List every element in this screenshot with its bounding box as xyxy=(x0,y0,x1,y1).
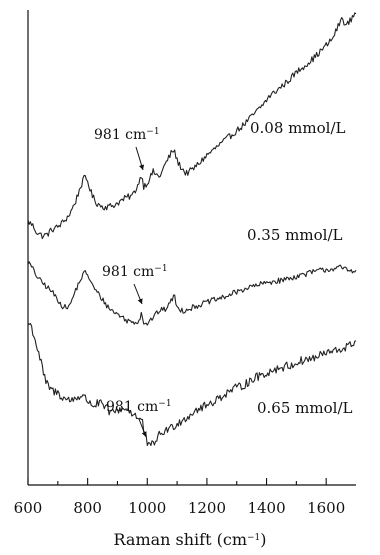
peak-annotation-3: 981 cm−1 xyxy=(106,399,172,415)
x-tick-label-1200: 1200 xyxy=(188,499,226,517)
series-trace-1 xyxy=(27,12,357,240)
series-label-group: 0.08 mmol/L 0.35 mmol/L 0.65 mmol/L xyxy=(247,119,352,417)
series-label-3: 0.65 mmol/L xyxy=(257,399,352,417)
series-trace-2 xyxy=(27,261,357,326)
trace-group xyxy=(27,12,357,447)
x-tick-label-1600: 1600 xyxy=(307,499,345,517)
peak-arrowhead-2 xyxy=(137,298,143,304)
x-axis-title-main: Raman shift (cm xyxy=(113,530,247,549)
x-tick-label-800: 800 xyxy=(73,499,102,517)
x-tick-label-1400: 1400 xyxy=(247,499,285,517)
x-tick-label-1000: 1000 xyxy=(128,499,166,517)
series-label-1: 0.08 mmol/L xyxy=(250,119,345,137)
peak-arrowhead-3 xyxy=(141,431,147,437)
x-axis-title: Raman shift (cm−1) xyxy=(113,530,266,549)
series-trace-3 xyxy=(27,322,357,447)
x-axis-title-sup: −1 xyxy=(247,533,260,543)
peak-annotation-2: 981 cm−1 xyxy=(102,264,168,280)
x-tick-group: 600 800 1000 1200 1400 1600 xyxy=(14,478,345,517)
peak-annotation-1: 981 cm−1 xyxy=(94,127,160,143)
annotation-group: 981 cm−1 981 cm−1 981 cm−1 xyxy=(94,127,172,438)
x-axis-title-end: ) xyxy=(260,530,266,549)
series-label-2: 0.35 mmol/L xyxy=(247,226,342,244)
x-tick-label-600: 600 xyxy=(14,499,43,517)
peak-arrowhead-1 xyxy=(139,164,145,170)
